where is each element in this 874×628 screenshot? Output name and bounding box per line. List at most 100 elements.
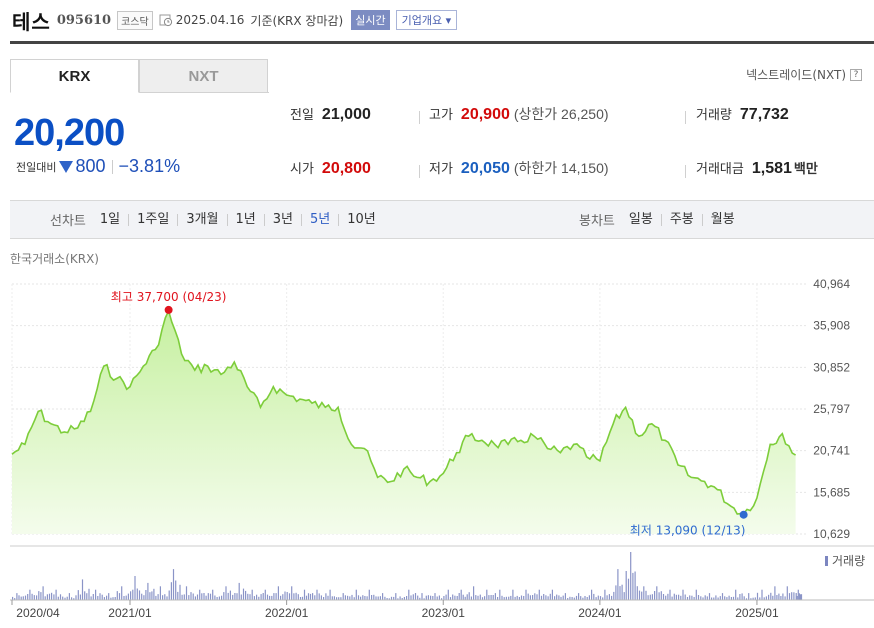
volume-bar <box>362 595 364 600</box>
volume-bar <box>24 595 27 600</box>
volume-bar <box>774 586 776 600</box>
volume-bar <box>48 593 51 600</box>
volume-bar <box>258 596 260 600</box>
volume-bar <box>351 594 353 600</box>
volume-bar <box>486 589 488 600</box>
header-divider <box>10 41 874 44</box>
period-1d[interactable]: 1일 <box>99 211 121 227</box>
company-info-dropdown[interactable]: 기업개요 ▾ <box>395 10 458 30</box>
volume-bar <box>368 589 370 600</box>
volume-bar <box>59 594 62 600</box>
change-divider <box>111 159 113 174</box>
period-weekly[interactable]: 주봉 <box>660 213 702 226</box>
volume-bar <box>434 593 436 600</box>
y-tick-label: 10,629 <box>813 527 850 541</box>
volume-bar <box>262 593 264 600</box>
volume-bar <box>273 593 275 600</box>
volume-bar <box>649 594 651 600</box>
period-3m[interactable]: 3개월 <box>177 213 226 226</box>
x-tick-label: 2022/01 <box>265 606 309 620</box>
volume-bar <box>447 589 449 600</box>
volume-bar <box>260 594 262 600</box>
volume-bar <box>14 598 16 600</box>
volume-bar <box>782 593 784 600</box>
price-chart[interactable]: 40,964 35,908 30,852 25,797 20,741 15,685 10,6… <box>0 270 874 628</box>
period-1w[interactable]: 1주일 <box>128 213 177 226</box>
volume-bar <box>188 595 190 600</box>
volume-bar <box>796 596 798 600</box>
x-tick-label: 2024/01 <box>578 606 622 620</box>
volume-bar <box>166 596 168 600</box>
volume-bar <box>307 593 310 600</box>
period-5y[interactable]: 5년 <box>301 213 338 226</box>
quote-basis: 기준(KRX 장마감) <box>250 13 344 28</box>
period-monthly[interactable]: 월봉 <box>701 213 743 226</box>
volume-bar <box>249 594 251 600</box>
volume-bar <box>347 595 349 600</box>
period-3y[interactable]: 3년 <box>263 213 301 226</box>
volume-bar <box>46 594 48 600</box>
volume-bar <box>408 589 410 600</box>
volume-bar <box>143 595 145 600</box>
period-1y[interactable]: 1년 <box>226 213 264 226</box>
nxt-link[interactable]: 넥스트레이드(NXT) ? <box>746 66 862 83</box>
volume-bar <box>641 591 643 600</box>
volume-bar <box>242 588 245 600</box>
volume-bar <box>584 596 586 600</box>
tab-nxt[interactable]: NXT <box>139 59 268 93</box>
volume-bar <box>275 593 277 600</box>
exchange-tabs: KRX NXT <box>10 59 268 93</box>
volume-bar <box>214 595 216 600</box>
volume-bar <box>71 597 73 600</box>
volume-bar <box>673 593 675 600</box>
volume-bar <box>643 586 645 600</box>
volume-bar <box>192 593 194 600</box>
volume-bar <box>141 593 143 600</box>
volume-bar <box>344 595 346 600</box>
volume-bar <box>510 595 512 600</box>
volume-bar <box>479 594 481 600</box>
volume-bar <box>730 597 732 600</box>
volume-bar <box>706 596 708 600</box>
volume-bar <box>682 589 684 600</box>
volume-bar <box>438 595 440 600</box>
volume-bar <box>647 595 649 600</box>
volume-bar <box>470 596 472 600</box>
x-tick-label: 2025/01 <box>735 606 779 620</box>
volume-bar <box>55 589 57 600</box>
nxt-link-label[interactable]: 넥스트레이드(NXT) <box>746 68 846 82</box>
period-10y[interactable]: 10년 <box>338 213 384 226</box>
volume-bar <box>401 598 403 600</box>
volume-bar <box>468 592 470 600</box>
current-price: 20,200 <box>14 112 125 154</box>
volume-bar <box>199 589 201 600</box>
volume-bar <box>768 594 770 600</box>
volume-bar <box>532 595 534 600</box>
volume-bar <box>695 589 697 600</box>
volume-bar <box>123 596 125 600</box>
period-daily[interactable]: 일봉 <box>628 211 653 227</box>
volume-bar <box>29 589 31 600</box>
volume-bar <box>293 593 295 600</box>
volume-legend: 거래량 <box>825 554 865 568</box>
volume-bar <box>196 594 199 600</box>
volume-bar <box>454 595 456 600</box>
volume-bar <box>309 593 312 600</box>
data-source-label: 한국거래소(KRX) <box>10 252 99 266</box>
help-icon[interactable]: ? <box>850 68 862 81</box>
volume-bar <box>693 597 695 600</box>
tab-krx[interactable]: KRX <box>10 59 139 93</box>
volume-bar <box>382 593 384 600</box>
volume-bar <box>613 591 615 600</box>
volume-bar <box>719 596 721 600</box>
volume-bar <box>99 593 101 600</box>
quote-date: 2025.04.16 <box>175 13 245 27</box>
realtime-button[interactable]: 실시간 <box>351 10 390 30</box>
volume-bar <box>567 598 569 600</box>
stat-low: 저가 20,050 (하한가 14,150) <box>429 158 609 178</box>
volume-bar <box>112 597 114 600</box>
volume-bar <box>452 594 454 600</box>
volume-bar <box>475 595 477 600</box>
volume-bar <box>599 596 602 600</box>
volume-bar <box>138 590 141 600</box>
